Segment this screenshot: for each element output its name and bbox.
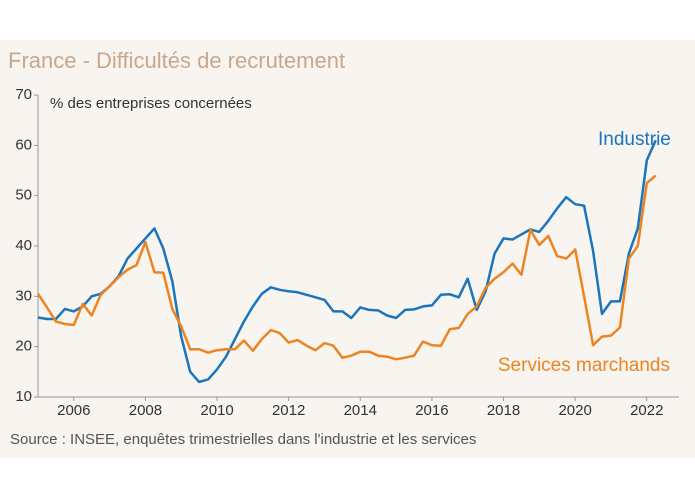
y-tick-label: 60 <box>15 136 32 153</box>
x-tick-label: 2022 <box>630 402 663 419</box>
y-axis-label: % des entreprises concernées <box>50 95 252 112</box>
y-tick-label: 70 <box>15 86 32 103</box>
x-tick-label: 2010 <box>200 402 233 419</box>
y-tick-label: 50 <box>15 187 32 204</box>
x-tick-label: 2014 <box>344 402 377 419</box>
panel <box>0 40 695 458</box>
x-tick-label: 2006 <box>57 402 90 419</box>
series-line <box>36 174 657 361</box>
y-tick-label: 30 <box>15 287 32 304</box>
x-tick-label: 2020 <box>558 402 591 419</box>
series-label: Services marchands <box>498 355 670 376</box>
series-label: Industrie <box>598 129 671 150</box>
y-tick-label: 10 <box>15 388 32 405</box>
series-line <box>37 139 657 384</box>
x-tick-label: 2012 <box>272 402 305 419</box>
y-tick-label: 40 <box>15 237 32 254</box>
x-tick-label: 2008 <box>129 402 162 419</box>
chart-title: France - Difficultés de recrutement <box>8 48 345 73</box>
x-tick-label: 2016 <box>415 402 448 419</box>
source: Source : INSEE, enquêtes trimestrielles … <box>10 431 476 448</box>
y-tick-label: 20 <box>15 338 32 355</box>
x-tick-label: 2018 <box>487 402 520 419</box>
